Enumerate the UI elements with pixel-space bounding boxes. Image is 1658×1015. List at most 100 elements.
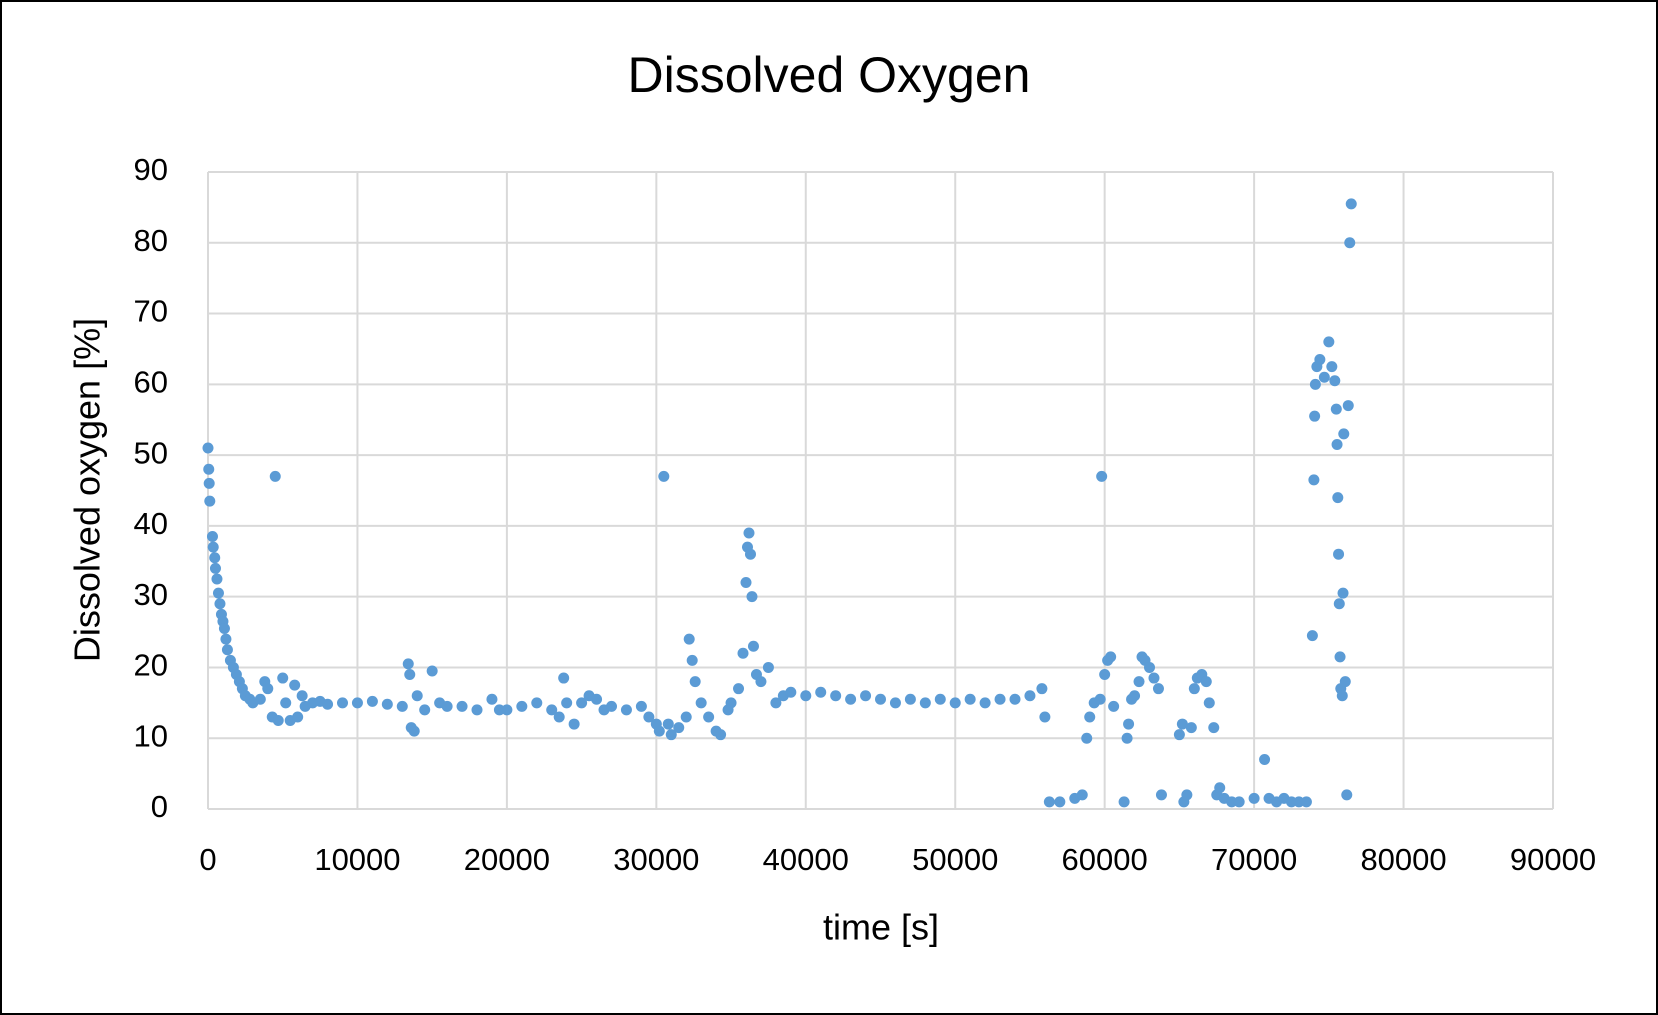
data-point [1024,690,1036,702]
data-point [1200,676,1212,688]
data-point [830,690,842,702]
data-point [203,463,215,475]
data-point [471,704,483,716]
y-tick-label: 70 [134,294,168,329]
data-point [402,658,414,670]
data-point [695,697,707,709]
data-point [1306,630,1318,642]
data-point [337,697,348,709]
data-point [404,669,416,681]
chart-title: Dissolved Oxygen [628,47,1031,103]
data-point [408,725,420,737]
data-point [606,700,617,712]
data-point [280,697,292,709]
data-point [1233,796,1245,808]
data-point [1248,792,1260,804]
data-point [576,697,588,709]
data-point [1344,237,1356,249]
data-point [501,704,513,716]
data-point [964,693,976,705]
data-point [770,697,782,709]
x-tick-label: 60000 [1062,842,1148,877]
data-point [1105,651,1117,663]
data-point [254,693,266,705]
data-point [1345,198,1357,210]
data-point [689,676,701,688]
data-point [665,729,677,741]
data-point [747,640,759,652]
x-tick-label: 10000 [314,842,400,877]
x-tick-label: 50000 [912,842,998,877]
data-point [277,672,289,684]
data-point [366,695,378,707]
data-point [1188,683,1200,695]
data-point [558,672,570,684]
data-point [620,704,632,716]
data-point [653,725,665,737]
data-point [207,541,219,553]
data-point [209,562,221,574]
data-point [889,697,901,709]
data-point [426,665,438,677]
data-point [743,527,755,539]
data-point [1326,361,1338,373]
data-point [1323,336,1335,348]
data-point [1341,789,1353,801]
data-point [1036,683,1048,695]
data-point [1214,782,1226,794]
data-point [755,676,767,688]
y-tick-label: 30 [134,577,168,612]
data-point [683,633,695,645]
y-axis-label: Dissolved oxygen [%] [67,318,108,662]
data-point [949,697,961,709]
data-point [1259,753,1271,765]
data-point [486,693,498,705]
data-point [1337,587,1349,599]
data-point [553,711,565,723]
data-point [1334,651,1346,663]
data-point [1094,693,1106,705]
data-point [1309,378,1321,390]
data-point [1173,729,1185,741]
data-point [561,697,573,709]
data-point [994,693,1006,705]
data-point [1330,403,1342,415]
data-point [904,693,916,705]
data-point [202,442,214,454]
data-point [1133,676,1145,688]
data-point [800,690,812,702]
data-point [715,729,727,741]
data-point [591,693,603,705]
data-point [737,647,749,659]
data-point [658,470,670,482]
data-point [441,700,453,712]
data-point [1081,732,1093,744]
y-tick-label: 50 [134,435,168,470]
x-tick-label: 40000 [763,842,849,877]
data-point [875,693,886,705]
data-point [531,697,543,709]
data-point [725,697,737,709]
y-tick-label: 40 [134,506,168,541]
data-point [680,711,692,723]
y-tick-label: 10 [134,718,168,753]
data-point [703,711,715,723]
data-point [292,711,304,723]
data-point [1332,492,1344,504]
data-point [1338,428,1350,440]
data-point [1318,371,1330,383]
x-tick-label: 70000 [1211,842,1297,877]
data-point [746,591,758,603]
data-point [220,633,232,645]
y-tick-label: 20 [134,648,168,683]
data-point [1342,400,1354,412]
data-point [272,715,284,727]
data-point [1096,470,1108,482]
data-point [934,693,946,705]
y-tick-label: 60 [134,365,168,400]
data-point [1054,796,1066,808]
data-point [1185,722,1197,734]
data-point [204,495,216,507]
data-point [214,598,226,610]
